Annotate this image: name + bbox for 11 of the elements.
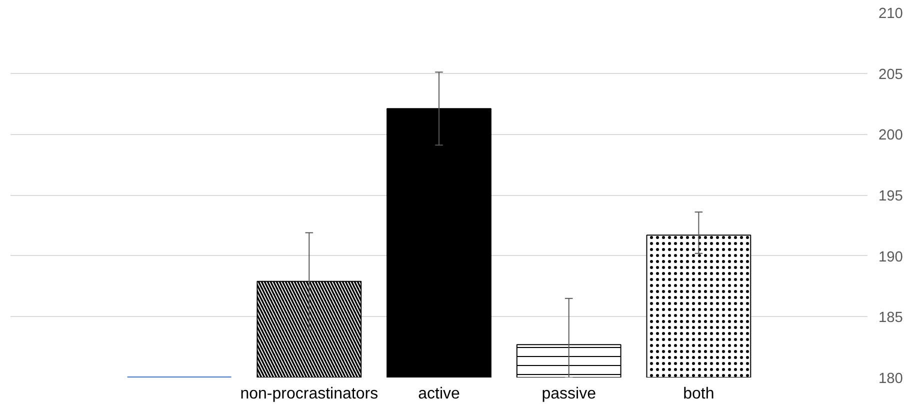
y-tick-label: 195 bbox=[878, 188, 903, 204]
y-tick-label: 200 bbox=[878, 128, 903, 144]
x-tick-label: active bbox=[418, 386, 460, 402]
y-tick-label: 205 bbox=[878, 66, 903, 83]
x-tick-label: passive bbox=[542, 386, 596, 402]
y-tick-label: 185 bbox=[878, 310, 903, 326]
x-tick-label: non-procrastinators bbox=[240, 386, 378, 402]
x-tick-label: both bbox=[683, 386, 714, 402]
y-tick-label: 210 bbox=[878, 6, 903, 22]
y-tick-label: 190 bbox=[878, 249, 903, 266]
y-tick-label: 180 bbox=[878, 371, 903, 387]
